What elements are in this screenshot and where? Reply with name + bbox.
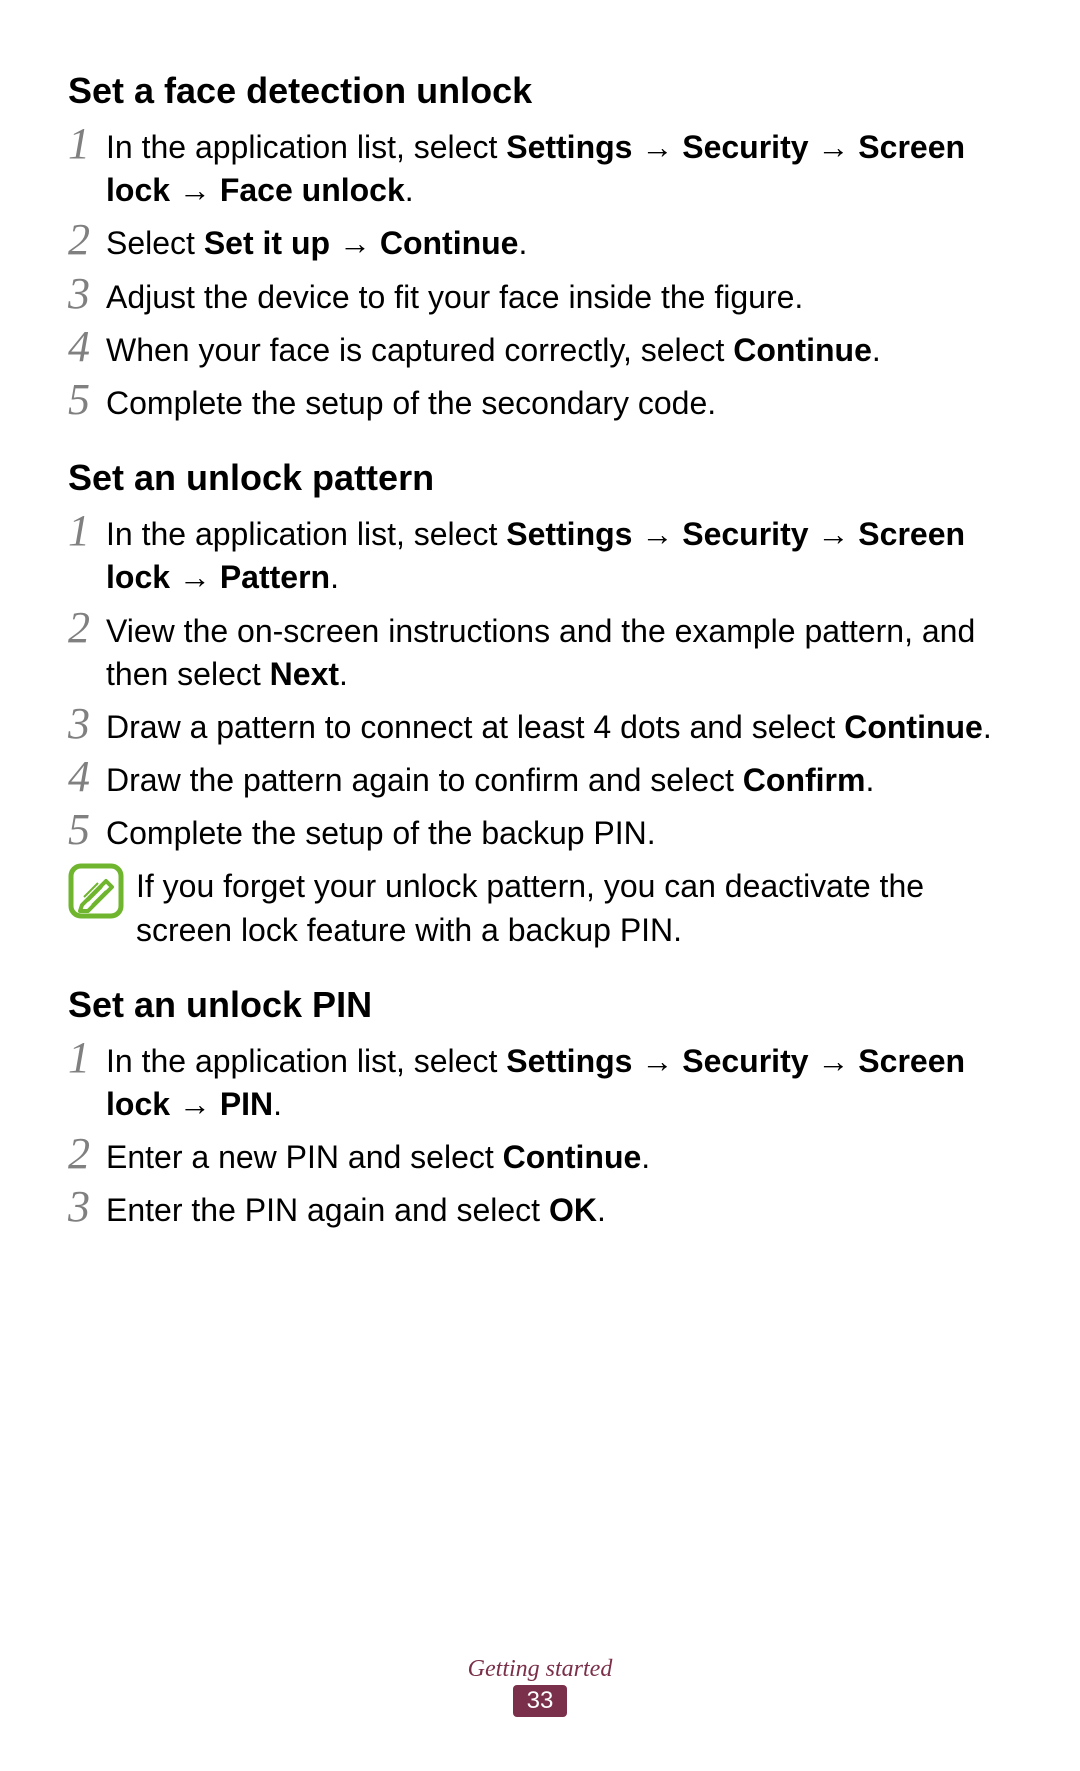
page-number: 33: [513, 1685, 568, 1717]
step-number: 5: [68, 378, 106, 422]
step-text: Complete the setup of the backup PIN.: [106, 808, 1012, 855]
step-text: In the application list, select Settings…: [106, 509, 1012, 599]
step-list: 1In the application list, select Setting…: [68, 509, 1012, 855]
step-item: 3Enter the PIN again and select OK.: [68, 1185, 1012, 1232]
section-heading: Set a face detection unlock: [68, 70, 1012, 112]
step-text: Adjust the device to fit your face insid…: [106, 272, 1012, 319]
step-text: Enter the PIN again and select OK.: [106, 1185, 1012, 1232]
step-text: Draw a pattern to connect at least 4 dot…: [106, 702, 1012, 749]
page-footer: Getting started 33: [0, 1656, 1080, 1717]
step-number: 1: [68, 1036, 106, 1080]
step-text: Complete the setup of the secondary code…: [106, 378, 1012, 425]
step-item: 4When your face is captured correctly, s…: [68, 325, 1012, 372]
step-number: 1: [68, 122, 106, 166]
note-text: If you forget your unlock pattern, you c…: [136, 863, 1012, 951]
note-icon: [68, 863, 124, 919]
step-number: 2: [68, 1132, 106, 1176]
step-number: 3: [68, 272, 106, 316]
step-number: 2: [68, 218, 106, 262]
step-number: 4: [68, 755, 106, 799]
step-number: 3: [68, 1185, 106, 1229]
step-text: Draw the pattern again to confirm and se…: [106, 755, 1012, 802]
step-item: 2Select Set it up → Continue.: [68, 218, 1012, 265]
step-list: 1In the application list, select Setting…: [68, 1036, 1012, 1233]
step-item: 5Complete the setup of the secondary cod…: [68, 378, 1012, 425]
step-item: 1In the application list, select Setting…: [68, 1036, 1012, 1126]
step-item: 1In the application list, select Setting…: [68, 122, 1012, 212]
step-item: 2Enter a new PIN and select Continue.: [68, 1132, 1012, 1179]
step-text: When your face is captured correctly, se…: [106, 325, 1012, 372]
step-item: 3Adjust the device to fit your face insi…: [68, 272, 1012, 319]
step-item: 1In the application list, select Setting…: [68, 509, 1012, 599]
step-list: 1In the application list, select Setting…: [68, 122, 1012, 425]
note-callout: If you forget your unlock pattern, you c…: [68, 863, 1012, 951]
step-number: 3: [68, 702, 106, 746]
step-text: Select Set it up → Continue.: [106, 218, 1012, 265]
step-text: In the application list, select Settings…: [106, 1036, 1012, 1126]
section-heading: Set an unlock pattern: [68, 457, 1012, 499]
step-number: 4: [68, 325, 106, 369]
page-body: Set a face detection unlock1In the appli…: [0, 0, 1080, 1233]
step-item: 2View the on-screen instructions and the…: [68, 606, 1012, 696]
step-number: 2: [68, 606, 106, 650]
section-heading: Set an unlock PIN: [68, 984, 1012, 1026]
step-item: 3Draw a pattern to connect at least 4 do…: [68, 702, 1012, 749]
step-text: View the on-screen instructions and the …: [106, 606, 1012, 696]
step-text: Enter a new PIN and select Continue.: [106, 1132, 1012, 1179]
step-number: 5: [68, 808, 106, 852]
step-item: 5Complete the setup of the backup PIN.: [68, 808, 1012, 855]
footer-section-label: Getting started: [0, 1656, 1080, 1683]
step-item: 4Draw the pattern again to confirm and s…: [68, 755, 1012, 802]
step-text: In the application list, select Settings…: [106, 122, 1012, 212]
step-number: 1: [68, 509, 106, 553]
